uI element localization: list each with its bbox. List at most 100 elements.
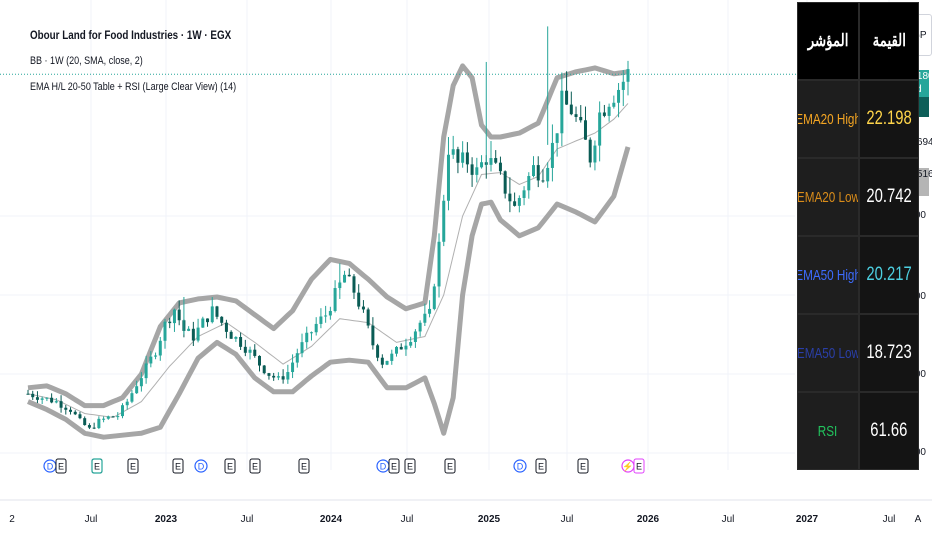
event-label: E [130, 462, 136, 472]
x-tick-label: Jul [722, 514, 735, 525]
candle-body [191, 328, 195, 341]
candle-body [602, 112, 606, 116]
ema-indicator-label[interactable]: EMA H/L 20-50 Table + RSI (Large Clear V… [30, 81, 237, 93]
candle-body [54, 401, 58, 403]
candle-body [522, 190, 526, 198]
event-label: E [252, 462, 258, 472]
earnings-icon [535, 458, 547, 474]
event-marker: E [55, 458, 67, 474]
candle-body [527, 176, 531, 191]
candle-body [328, 310, 332, 316]
earnings-icon [298, 458, 310, 474]
candle-body [550, 142, 554, 168]
candle-body [69, 409, 73, 412]
candle-body [546, 167, 550, 182]
earnings-icon [633, 458, 645, 474]
event-marker: ⚡ [621, 459, 635, 473]
event-label: E [301, 462, 307, 472]
bb-upper-line [27, 63, 629, 409]
earnings-icon [172, 458, 184, 474]
candle-body [428, 308, 432, 314]
candle-body [262, 365, 266, 374]
candle-body [390, 353, 394, 361]
event-label: E [227, 462, 233, 472]
candle-body [347, 274, 351, 277]
candle-body [380, 357, 384, 365]
candle-body [92, 427, 96, 429]
event-marker: E [91, 458, 103, 474]
x-tick-label: Jul [561, 514, 574, 525]
candle-body [494, 158, 498, 163]
event-marker: D [513, 459, 527, 473]
event-marker: E [633, 458, 645, 474]
candle-body [220, 316, 224, 323]
earnings-icon [127, 458, 139, 474]
row-rsi-value: 61.66 [859, 392, 919, 470]
x-tick-label: 2027 [796, 514, 819, 525]
event-label: D [380, 462, 387, 472]
candle-body [201, 318, 205, 328]
candle-body [149, 356, 153, 364]
candle-body [371, 325, 375, 346]
event-marker: E [444, 458, 456, 474]
candle-body [541, 180, 545, 182]
row-ema20-high-value: 22.198 [859, 80, 919, 158]
candle-body [607, 106, 611, 116]
candle-body [267, 373, 271, 376]
event-marker: D [43, 459, 57, 473]
candle-body [243, 346, 247, 353]
candle-body [409, 342, 413, 346]
candle-body [461, 152, 465, 163]
x-tick-label: Jul [85, 514, 98, 525]
candle-body [517, 197, 521, 206]
candle-body [272, 375, 276, 378]
event-label: E [407, 462, 413, 472]
candle-body [154, 355, 158, 357]
event-label: E [391, 462, 397, 472]
candle-body [423, 313, 427, 323]
row-ema20-low-name: EMA20 Low [797, 158, 859, 236]
candle-body [352, 276, 356, 293]
candle-body [361, 306, 365, 310]
candle-body [475, 167, 479, 175]
candles [26, 26, 630, 430]
candle-body [300, 342, 304, 354]
x-tick-label: 2026 [637, 514, 660, 525]
candle-body [139, 378, 143, 387]
event-marker: E [249, 458, 261, 474]
earnings-icon [404, 458, 416, 474]
symbol-title[interactable]: Obour Land for Food Industries · 1W · EG… [30, 28, 232, 42]
candle-body [35, 397, 39, 400]
event-marker: E [127, 458, 139, 474]
earnings-icon [224, 458, 236, 474]
candle-body [125, 401, 129, 406]
candle-body [45, 397, 49, 399]
candle-body [565, 90, 569, 105]
candle-body [498, 162, 502, 172]
candle-body [59, 401, 63, 408]
event-marker: D [376, 459, 390, 473]
earnings-icon [577, 458, 589, 474]
bollinger-bands [0, 63, 900, 440]
event-label: D [517, 462, 524, 472]
x-axis: 2 Jul 2023 Jul 2024 Jul 2025 Jul 2026 Jul 2027 Jul A [0, 499, 932, 525]
event-marker: E [404, 458, 416, 474]
candle-body [465, 152, 469, 165]
table-header-value: القيمة [859, 2, 919, 80]
candle-body [309, 332, 313, 334]
event-marker: E [298, 458, 310, 474]
row-ema50-low-name: EMA50 Low [797, 314, 859, 392]
candle-body [281, 376, 285, 380]
candle-body [78, 414, 82, 419]
candle-body [295, 353, 299, 363]
x-tick-label: 2025 [478, 514, 501, 525]
candle-body [626, 69, 630, 82]
event-marker: E [535, 458, 547, 474]
candle-body [215, 306, 219, 317]
candle-body [135, 386, 139, 394]
candle-body [319, 316, 323, 324]
candle-body [172, 309, 176, 324]
bb-indicator-label[interactable]: BB · 1W (20, SMA, close, 2) [30, 55, 143, 67]
candle-body [385, 360, 389, 365]
candle-body [446, 154, 450, 201]
